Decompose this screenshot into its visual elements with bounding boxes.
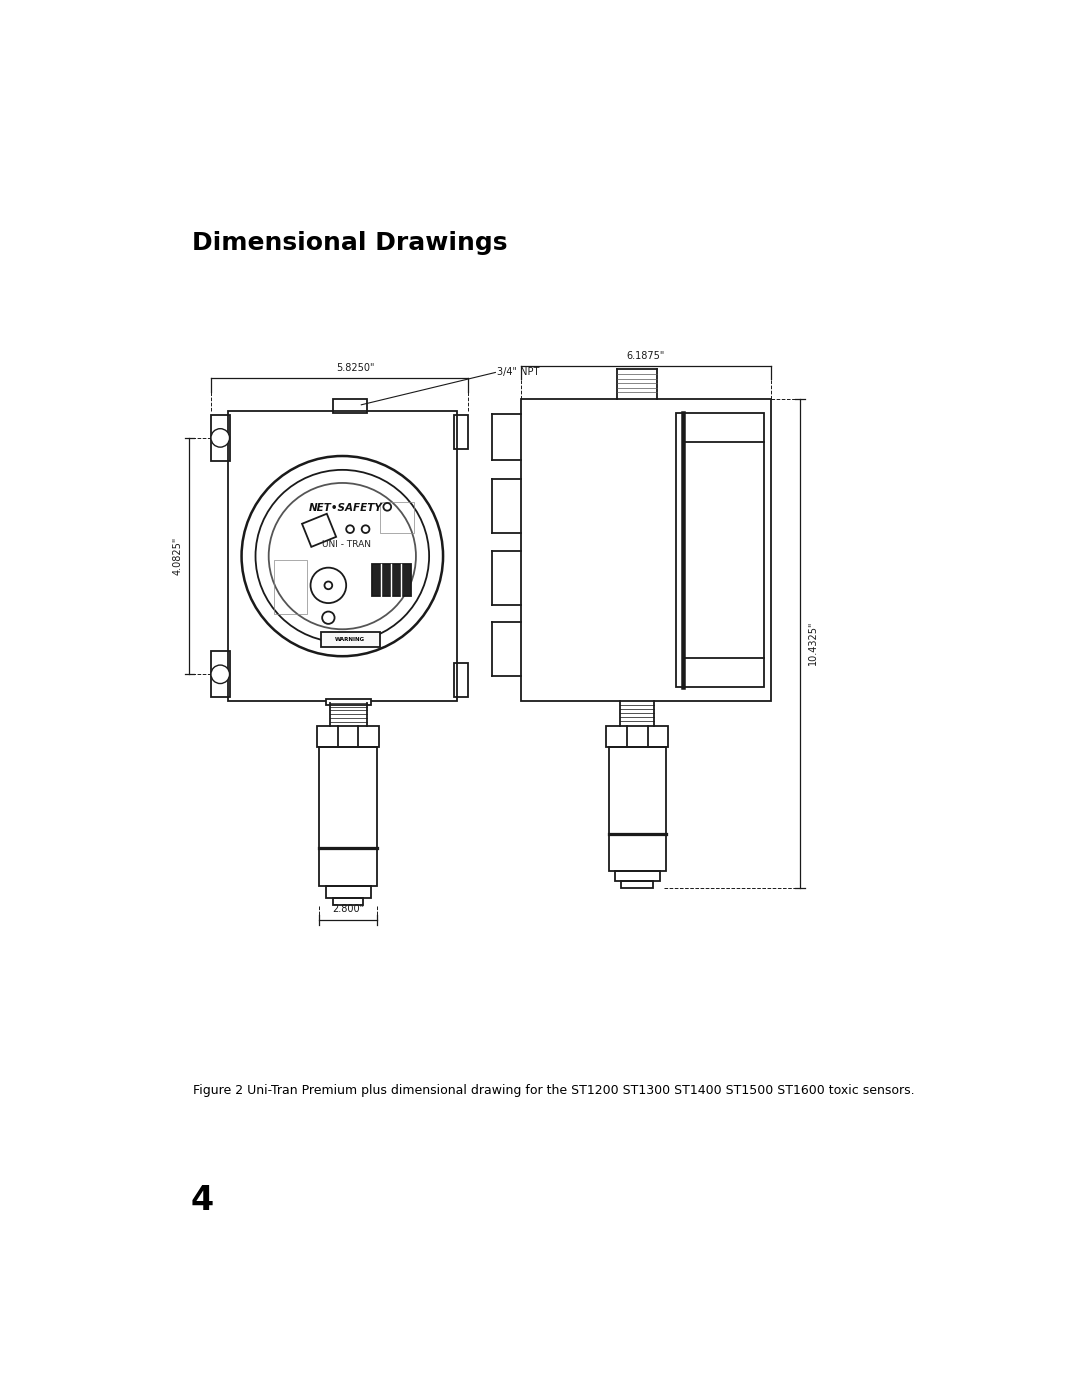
Text: 4: 4	[191, 1185, 214, 1217]
Bar	[606, 726, 669, 747]
Bar	[676, 412, 765, 687]
Circle shape	[242, 455, 443, 657]
Text: NET•SAFETY: NET•SAFETY	[309, 503, 383, 513]
Text: 5.8250": 5.8250"	[336, 363, 375, 373]
Bar	[211, 415, 230, 461]
Bar	[326, 886, 370, 898]
Bar	[521, 398, 770, 701]
Text: WARNING: WARNING	[335, 637, 365, 641]
Text: 6.1875": 6.1875"	[626, 351, 665, 360]
Circle shape	[256, 469, 429, 643]
Bar	[615, 870, 660, 882]
Bar	[326, 698, 370, 705]
Bar	[211, 651, 230, 697]
Bar	[372, 564, 410, 597]
Polygon shape	[302, 514, 336, 546]
Bar	[321, 631, 379, 647]
Bar	[608, 747, 666, 870]
Bar	[621, 882, 653, 887]
Bar	[455, 415, 469, 450]
Bar	[379, 502, 414, 534]
Circle shape	[322, 612, 335, 624]
Text: Figure 2 Uni-Tran Premium plus dimensional drawing for the ST1200 ST1300 ST1400 : Figure 2 Uni-Tran Premium plus dimension…	[192, 1084, 915, 1097]
Bar	[318, 726, 379, 747]
Circle shape	[324, 581, 333, 590]
Circle shape	[311, 567, 347, 604]
Text: Dimensional Drawings: Dimensional Drawings	[191, 231, 508, 254]
Circle shape	[211, 665, 230, 683]
Bar	[274, 560, 308, 613]
Bar	[228, 411, 457, 701]
Bar	[455, 662, 469, 697]
Circle shape	[347, 525, 354, 534]
Circle shape	[383, 503, 391, 511]
Circle shape	[269, 483, 416, 629]
Circle shape	[362, 525, 369, 534]
Text: 4.0825": 4.0825"	[173, 536, 183, 576]
Text: 3/4" NPT: 3/4" NPT	[497, 367, 539, 377]
Text: 10.4325": 10.4325"	[808, 620, 818, 665]
Bar	[333, 400, 367, 412]
Bar	[334, 898, 363, 904]
Circle shape	[211, 429, 230, 447]
Text: UNI - TRAN: UNI - TRAN	[322, 541, 370, 549]
Bar	[320, 747, 377, 886]
Text: 2.800": 2.800"	[332, 904, 364, 914]
